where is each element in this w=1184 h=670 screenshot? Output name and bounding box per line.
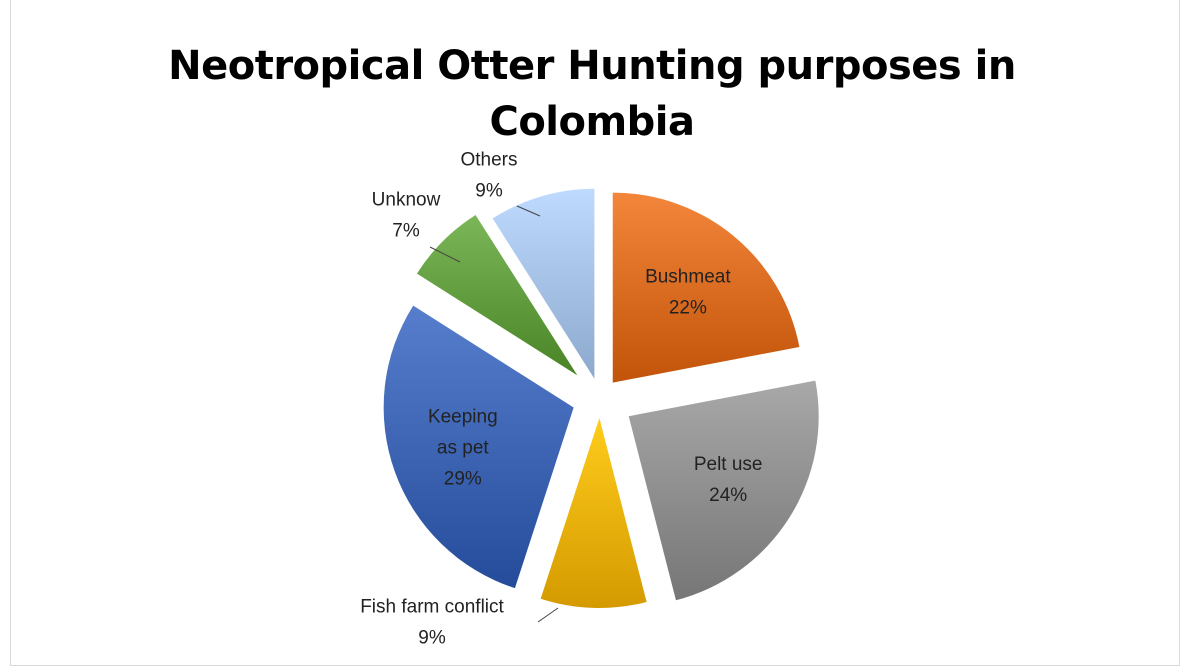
slice-percent: 7%	[392, 221, 420, 242]
leader-lines	[429, 205, 559, 623]
slice-label-bushmeat: Bushmeat 22%	[645, 266, 731, 318]
slice-label-line: as pet	[437, 437, 489, 458]
chart-title-line-1: Neotropical Otter Hunting purposes in	[168, 43, 1016, 89]
slice-label-line: Unknow	[372, 190, 441, 211]
slice-percent: 9%	[475, 181, 503, 202]
slice-percent: 22%	[669, 297, 707, 318]
slice-label-keeping-as-pet: Keeping as pet 29%	[428, 406, 498, 489]
leader-line-others	[516, 205, 541, 217]
slice-labels: Bushmeat 22% Pelt use 24% Fish farm conflict…	[360, 150, 762, 649]
slice-label-line: Fish farm conflict	[360, 597, 504, 618]
pie-slices	[383, 188, 819, 608]
slice-label-line: Bushmeat	[645, 266, 731, 287]
slice-percent: 9%	[418, 628, 446, 649]
slice-label-fish-farm-conflict: Fish farm conflict 9%	[360, 597, 504, 649]
chart-title: Neotropical Otter Hunting purposes in Co…	[0, 38, 1184, 150]
pie-slice-pelt-use	[628, 380, 819, 601]
slice-percent: 29%	[444, 468, 482, 489]
slice-label-pelt-use: Pelt use 24%	[694, 454, 763, 506]
slice-label-line: Others	[460, 150, 517, 171]
pie-slice-bushmeat	[612, 192, 800, 383]
slice-label-line: Pelt use	[694, 454, 763, 475]
pie-slice-fish-farm-conflict	[540, 417, 647, 608]
chart-title-line-2: Colombia	[489, 99, 695, 145]
pie-slice-others	[492, 188, 595, 379]
slice-label-unknow: Unknow 7%	[372, 190, 441, 242]
leader-line-unknow	[429, 246, 461, 263]
pie-slice-unknow	[416, 214, 578, 376]
pie-slice-keeping-as-pet	[383, 305, 574, 589]
slice-label-line: Keeping	[428, 406, 498, 427]
leader-line-fish-farm-conflict	[537, 607, 559, 623]
slice-label-others: Others 9%	[460, 150, 517, 202]
slice-percent: 24%	[709, 485, 747, 506]
